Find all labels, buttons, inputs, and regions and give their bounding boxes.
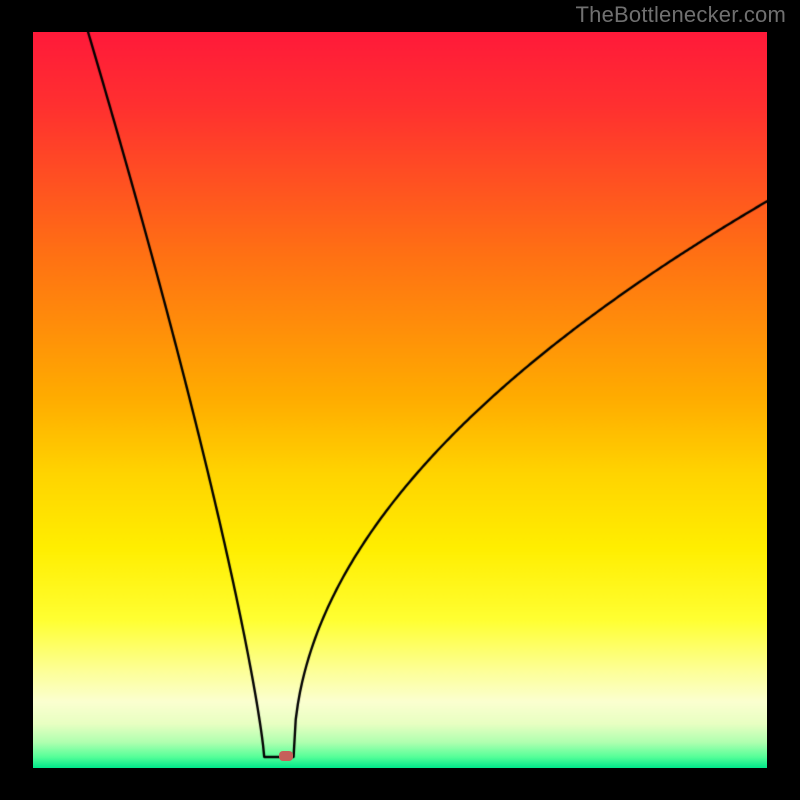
watermark-label: TheBottlenecker.com xyxy=(576,2,786,28)
chart-frame: TheBottlenecker.com xyxy=(0,0,800,800)
optimum-marker xyxy=(279,751,293,761)
plot-area xyxy=(33,32,767,768)
bottleneck-curve xyxy=(33,32,767,768)
